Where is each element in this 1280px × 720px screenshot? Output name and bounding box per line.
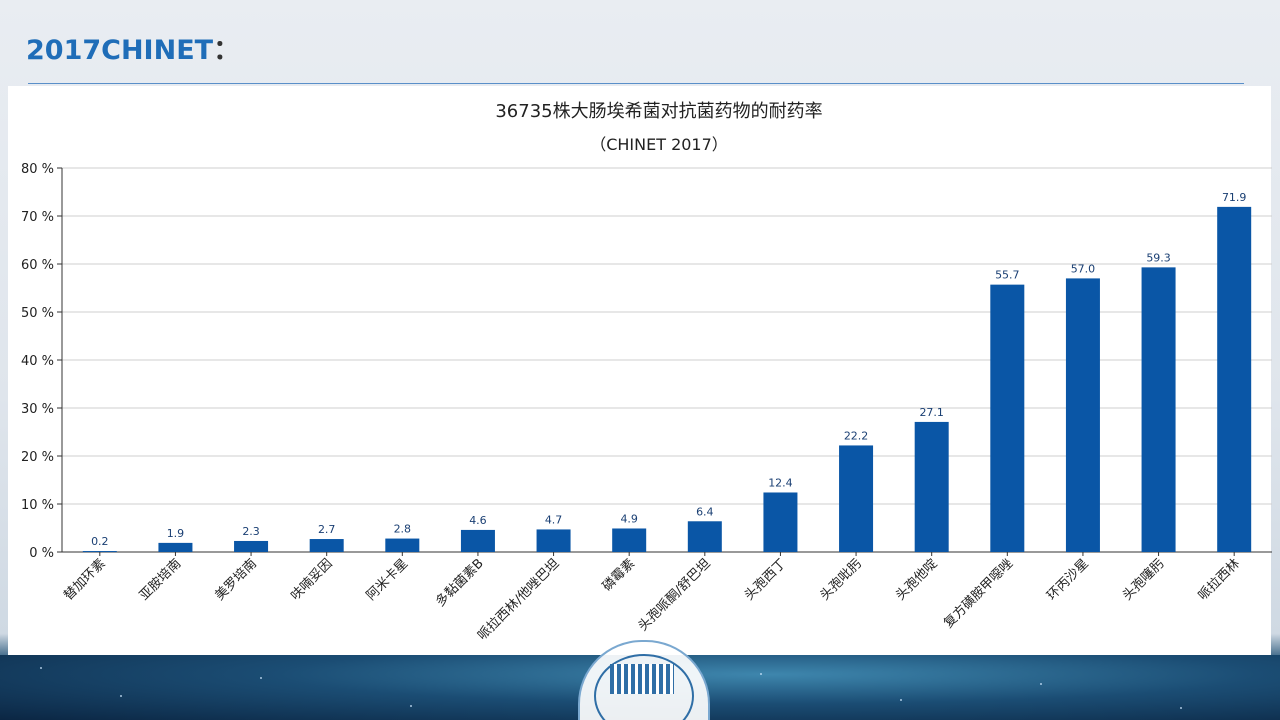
y-tick-label: 20 % xyxy=(21,450,54,465)
bar-value-label: 12.4 xyxy=(768,476,793,489)
x-category-label: 头孢西丁 xyxy=(742,556,789,603)
bar xyxy=(82,551,117,553)
y-tick-label: 60 % xyxy=(21,258,54,273)
chart-panel xyxy=(8,86,1271,655)
bar xyxy=(1065,278,1100,552)
bar-value-label: 2.3 xyxy=(242,525,260,538)
bar xyxy=(914,421,949,552)
x-category-label: 哌拉西林/他唑巴坦 xyxy=(474,556,562,644)
slide-heading-text: 2017CHINET xyxy=(26,35,214,66)
y-tick-label: 80 % xyxy=(21,162,54,177)
bar-value-label: 27.1 xyxy=(919,406,944,419)
bar-value-label: 4.7 xyxy=(545,513,563,526)
x-category-label: 阿米卡星 xyxy=(364,556,411,603)
x-category-label: 头孢哌酮/舒巴坦 xyxy=(635,556,714,635)
bar-value-label: 2.7 xyxy=(318,523,336,536)
bar-value-label: 55.7 xyxy=(995,269,1020,282)
x-category-label: 环丙沙星 xyxy=(1044,556,1091,603)
x-category-label: 复方磺胺甲噁唑 xyxy=(940,556,1016,632)
bar-value-label: 59.3 xyxy=(1146,251,1171,264)
bar xyxy=(385,538,420,552)
bar-value-label: 71.9 xyxy=(1222,191,1247,204)
heading-divider xyxy=(28,83,1244,84)
bar xyxy=(687,521,722,552)
y-tick-label: 50 % xyxy=(21,306,54,321)
y-tick-label: 70 % xyxy=(21,210,54,225)
bar xyxy=(1217,206,1252,552)
hospital-logo-seal xyxy=(578,640,710,720)
y-tick-label: 0 % xyxy=(29,546,54,561)
bar-value-label: 1.9 xyxy=(167,527,185,540)
bar xyxy=(460,529,495,552)
bar xyxy=(234,540,269,552)
chart-subtitle: （CHINET 2017） xyxy=(590,135,728,154)
y-tick-label: 10 % xyxy=(21,498,54,513)
y-tick-label: 30 % xyxy=(21,402,54,417)
x-category-label: 哌拉西林 xyxy=(1195,556,1243,604)
bar-value-label: 57.0 xyxy=(1071,262,1096,275)
bar xyxy=(763,492,798,552)
bar xyxy=(158,542,193,552)
chart-title: 36735株大肠埃希菌对抗菌药物的耐药率 xyxy=(495,101,822,122)
logo-ring xyxy=(594,654,694,720)
x-category-label: 呋喃妥因 xyxy=(288,556,335,603)
x-category-label: 头孢噻肟 xyxy=(1119,556,1167,604)
bar xyxy=(1141,267,1176,552)
logo-building-icon xyxy=(610,664,674,694)
x-category-label: 美罗培南 xyxy=(212,556,260,604)
bar-value-label: 4.6 xyxy=(469,514,487,527)
x-category-label: 头孢吡肟 xyxy=(818,556,865,603)
bar-value-label: 0.2 xyxy=(91,535,109,548)
bar-value-label: 22.2 xyxy=(844,429,869,442)
bar xyxy=(309,539,344,552)
x-category-label: 头孢他啶 xyxy=(893,556,940,603)
bar xyxy=(990,284,1025,552)
y-axis: 0 % 10 % 20 % 30 % 40 % 50 % 60 % 70 % 80 % xyxy=(21,162,63,561)
slide-heading: 2017CHINET： xyxy=(26,28,240,67)
bar-value-label: 2.8 xyxy=(394,523,412,536)
x-category-label: 亚胺培南 xyxy=(136,556,184,604)
y-tick-label: 40 % xyxy=(21,354,54,369)
bars: 0.2 1.9 2.3 2.7 2.8 4.6 4.7 4.9 6.4 12.4 22.2 27.1 5… xyxy=(82,191,1252,553)
x-category-label: 磷霉素 xyxy=(600,556,638,594)
bar-value-label: 4.9 xyxy=(620,512,638,525)
slide-heading-colon: ： xyxy=(213,35,241,66)
x-category-label: 替加环素 xyxy=(61,556,108,603)
bar xyxy=(536,529,571,552)
bar xyxy=(839,445,874,552)
bar-value-label: 6.4 xyxy=(696,505,714,518)
x-category-label: 多黏菌素B xyxy=(432,556,486,610)
bar xyxy=(612,528,647,552)
